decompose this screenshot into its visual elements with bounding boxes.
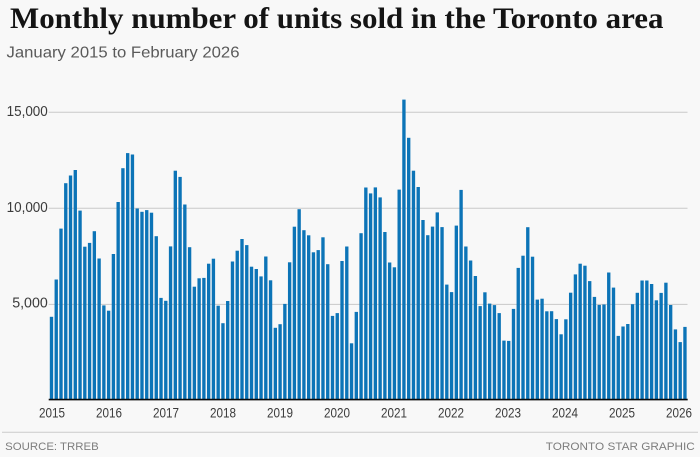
svg-text:2020: 2020 [324, 404, 350, 420]
svg-text:2015: 2015 [39, 404, 65, 420]
svg-text:2017: 2017 [153, 404, 179, 420]
svg-text:TORONTO STAR GRAPHIC: TORONTO STAR GRAPHIC [546, 441, 695, 453]
svg-text:2018: 2018 [210, 404, 236, 420]
svg-text:SOURCE: TRREB: SOURCE: TRREB [5, 441, 98, 453]
svg-text:2024: 2024 [552, 404, 578, 420]
svg-text:15,000: 15,000 [7, 104, 48, 120]
svg-text:2022: 2022 [438, 404, 464, 420]
svg-text:January 2015 to February 2026: January 2015 to February 2026 [7, 45, 240, 62]
svg-text:2021: 2021 [381, 404, 407, 420]
svg-text:Monthly number of units sold i: Monthly number of units sold in the Toro… [10, 2, 664, 35]
svg-text:2016: 2016 [96, 404, 122, 420]
svg-text:10,000: 10,000 [7, 200, 48, 216]
svg-text:2019: 2019 [267, 404, 293, 420]
svg-text:2023: 2023 [495, 404, 521, 420]
svg-text:2025: 2025 [609, 404, 635, 420]
svg-text:5,000: 5,000 [12, 296, 48, 312]
svg-text:2026: 2026 [666, 404, 692, 420]
